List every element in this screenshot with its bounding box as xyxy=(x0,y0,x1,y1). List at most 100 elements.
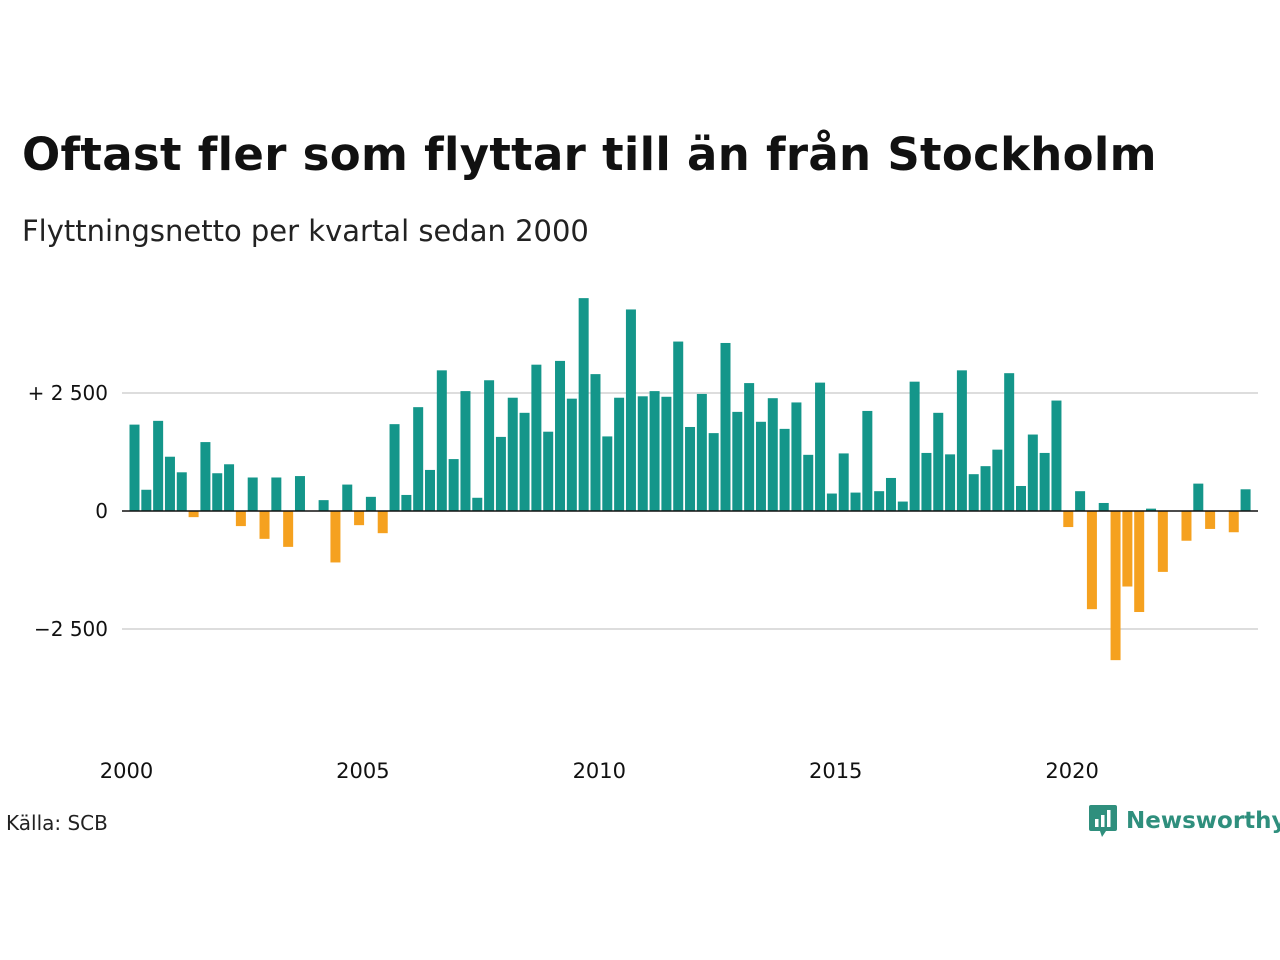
x-tick-label: 2015 xyxy=(809,759,862,783)
bar-2002-k1 xyxy=(224,464,235,511)
bar-2005-k1 xyxy=(365,496,376,511)
bar-2009-k1 xyxy=(555,360,566,511)
bar-2003-k3 xyxy=(294,476,305,511)
bar-2019-k3 xyxy=(1051,400,1062,511)
bar-2008-k4 xyxy=(543,431,554,511)
bar-2008-k2 xyxy=(519,412,530,511)
bar-2012-k2 xyxy=(708,433,719,511)
bar-2017-k1 xyxy=(933,412,944,511)
bar-2017-k2 xyxy=(945,454,956,511)
bar-2010-k1 xyxy=(602,436,613,511)
bar-2020-k4 xyxy=(1110,511,1121,661)
bar-2023-k3 xyxy=(1240,489,1251,511)
bar-2010-k3 xyxy=(625,309,636,511)
bar-2009-k2 xyxy=(566,398,577,511)
bars xyxy=(129,298,1251,661)
bar-2021-k2 xyxy=(1134,511,1145,613)
bar-2004-k3 xyxy=(342,484,353,511)
bar-2006-k1 xyxy=(413,407,424,511)
bar-2010-k4 xyxy=(637,396,648,511)
bar-2016-k2 xyxy=(897,501,908,511)
bar-2018-k2 xyxy=(992,449,1003,511)
bar-2015-k2 xyxy=(850,492,861,511)
bar-2013-k4 xyxy=(779,428,790,511)
bar-2013-k2 xyxy=(755,421,766,511)
bar-2020-k3 xyxy=(1098,502,1109,511)
bar-2012-k4 xyxy=(732,411,743,511)
chart-subtitle: Flyttningsnetto per kvartal sedan 2000 xyxy=(22,214,589,248)
bar-2022-k2 xyxy=(1181,511,1192,541)
bar-2007-k1 xyxy=(460,391,471,511)
bar-2002-k3 xyxy=(247,477,258,511)
bar-2006-k4 xyxy=(448,459,459,511)
bar-2023-k2 xyxy=(1228,511,1239,533)
bar-2013-k1 xyxy=(744,383,755,511)
bar-2002-k2 xyxy=(235,511,246,527)
x-tick-label: 2000 xyxy=(100,759,153,783)
bar-2004-k1 xyxy=(318,500,329,511)
bar-2011-k3 xyxy=(673,341,684,511)
newsworthy-logo-icon xyxy=(1089,805,1117,837)
bar-2013-k3 xyxy=(767,398,778,511)
bar-2011-k4 xyxy=(685,426,696,511)
brand-name: Newsworthy xyxy=(1126,808,1280,834)
x-tick-label: 2005 xyxy=(336,759,389,783)
bar-2007-k3 xyxy=(484,380,495,511)
bar-2001-k4 xyxy=(212,473,223,511)
bar-2016-k3 xyxy=(909,381,920,511)
bar-2015-k4 xyxy=(874,491,885,511)
bar-2002-k4 xyxy=(259,511,270,539)
bar-2016-k4 xyxy=(921,452,932,511)
bar-2011-k1 xyxy=(649,391,660,511)
bar-2000-k2 xyxy=(141,489,152,511)
bar-2001-k1 xyxy=(176,472,187,511)
bar-2022-k4 xyxy=(1205,511,1216,529)
bar-2005-k2 xyxy=(377,511,388,534)
x-tick-label: 2010 xyxy=(573,759,626,783)
bar-2003-k2 xyxy=(283,511,294,547)
bar-2014-k1 xyxy=(791,402,802,511)
bar-2006-k2 xyxy=(425,469,435,511)
y-tick-label: 0 xyxy=(95,499,108,523)
bar-2009-k4 xyxy=(590,374,601,511)
bar-2000-k1 xyxy=(129,424,140,511)
bar-2001-k3 xyxy=(200,442,211,511)
bar-2009-k3 xyxy=(578,298,589,511)
bar-2022-k3 xyxy=(1193,483,1204,511)
x-tick-label: 2020 xyxy=(1045,759,1098,783)
bar-2000-k3 xyxy=(153,420,164,511)
bar-2015-k3 xyxy=(862,410,873,511)
bar-2019-k4 xyxy=(1063,511,1074,528)
bar-2020-k1 xyxy=(1075,491,1086,511)
bar-2014-k4 xyxy=(826,493,837,511)
bar-2005-k3 xyxy=(389,424,400,511)
bar-2014-k3 xyxy=(815,382,826,511)
bar-2018-k3 xyxy=(1004,373,1015,511)
chart-title: Oftast fler som flyttar till än från Sto… xyxy=(22,128,1157,181)
bar-2005-k4 xyxy=(401,494,412,511)
y-tick-label: −2 500 xyxy=(34,617,108,641)
bar-2006-k3 xyxy=(436,370,447,511)
bar-2016-k1 xyxy=(885,477,896,511)
gridlines xyxy=(122,392,1258,630)
bar-2007-k4 xyxy=(495,436,506,511)
bar-2021-k4 xyxy=(1157,511,1168,572)
bar-2003-k1 xyxy=(271,477,282,511)
bar-2017-k3 xyxy=(956,370,967,511)
bar-2012-k1 xyxy=(696,393,707,511)
bar-2014-k2 xyxy=(803,454,814,511)
bar-2004-k4 xyxy=(354,511,365,526)
bar-2007-k2 xyxy=(472,497,483,511)
bar-2019-k2 xyxy=(1039,452,1050,511)
bar-2012-k3 xyxy=(720,342,731,511)
bar-2019-k1 xyxy=(1027,434,1038,511)
bar-2010-k2 xyxy=(614,397,625,511)
y-tick-label: + 2 500 xyxy=(28,381,108,405)
bar-2017-k4 xyxy=(968,474,979,511)
bar-2021-k3 xyxy=(1146,508,1157,511)
axes: + 2 500 0 −2 500 2000 2005 2010 2015 2020 xyxy=(28,381,1258,783)
brand-logo: Newsworthy xyxy=(1088,804,1280,838)
bar-2018-k1 xyxy=(980,466,991,511)
source-note: Källa: SCB xyxy=(6,811,108,835)
